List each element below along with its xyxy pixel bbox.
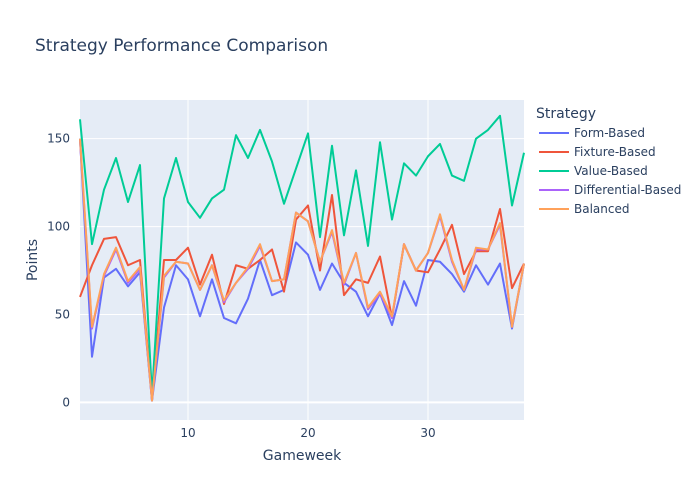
legend-item-form-based[interactable]: Form-Based — [539, 126, 645, 140]
y-tick-label: 50 — [55, 308, 70, 322]
legend-item-fixture-based[interactable]: Fixture-Based — [539, 145, 656, 159]
series-line-value-based — [79, 114, 525, 397]
legend-label: Balanced — [574, 202, 629, 216]
y-tick-label: 0 — [62, 395, 70, 409]
y-tick-label: 100 — [47, 220, 70, 234]
legend-label: Value-Based — [574, 164, 648, 178]
legend-label: Differential-Based — [574, 183, 681, 197]
legend: Strategy Form-Based Fixture-Based Value-Ba… — [536, 106, 681, 216]
legend-label: Form-Based — [574, 126, 645, 140]
legend-title: Strategy — [536, 106, 596, 122]
legend-item-value-based[interactable]: Value-Based — [539, 164, 648, 178]
x-tick-label: 10 — [180, 426, 195, 440]
x-tick-label: 30 — [420, 426, 435, 440]
legend-item-differential-based[interactable]: Differential-Based — [539, 183, 681, 197]
y-tick-label: 150 — [47, 132, 70, 146]
series-line-balanced — [79, 138, 525, 402]
axis-ticks: 0 50 100 150 10 20 30 — [47, 132, 436, 440]
legend-item-balanced[interactable]: Balanced — [539, 202, 629, 216]
series-lines — [79, 114, 525, 402]
chart-title: Strategy Performance Comparison — [35, 36, 328, 56]
legend-label: Fixture-Based — [574, 145, 656, 159]
x-tick-label: 20 — [300, 426, 315, 440]
y-axis-title: Points — [25, 239, 41, 281]
x-axis-title: Gameweek — [263, 448, 342, 464]
